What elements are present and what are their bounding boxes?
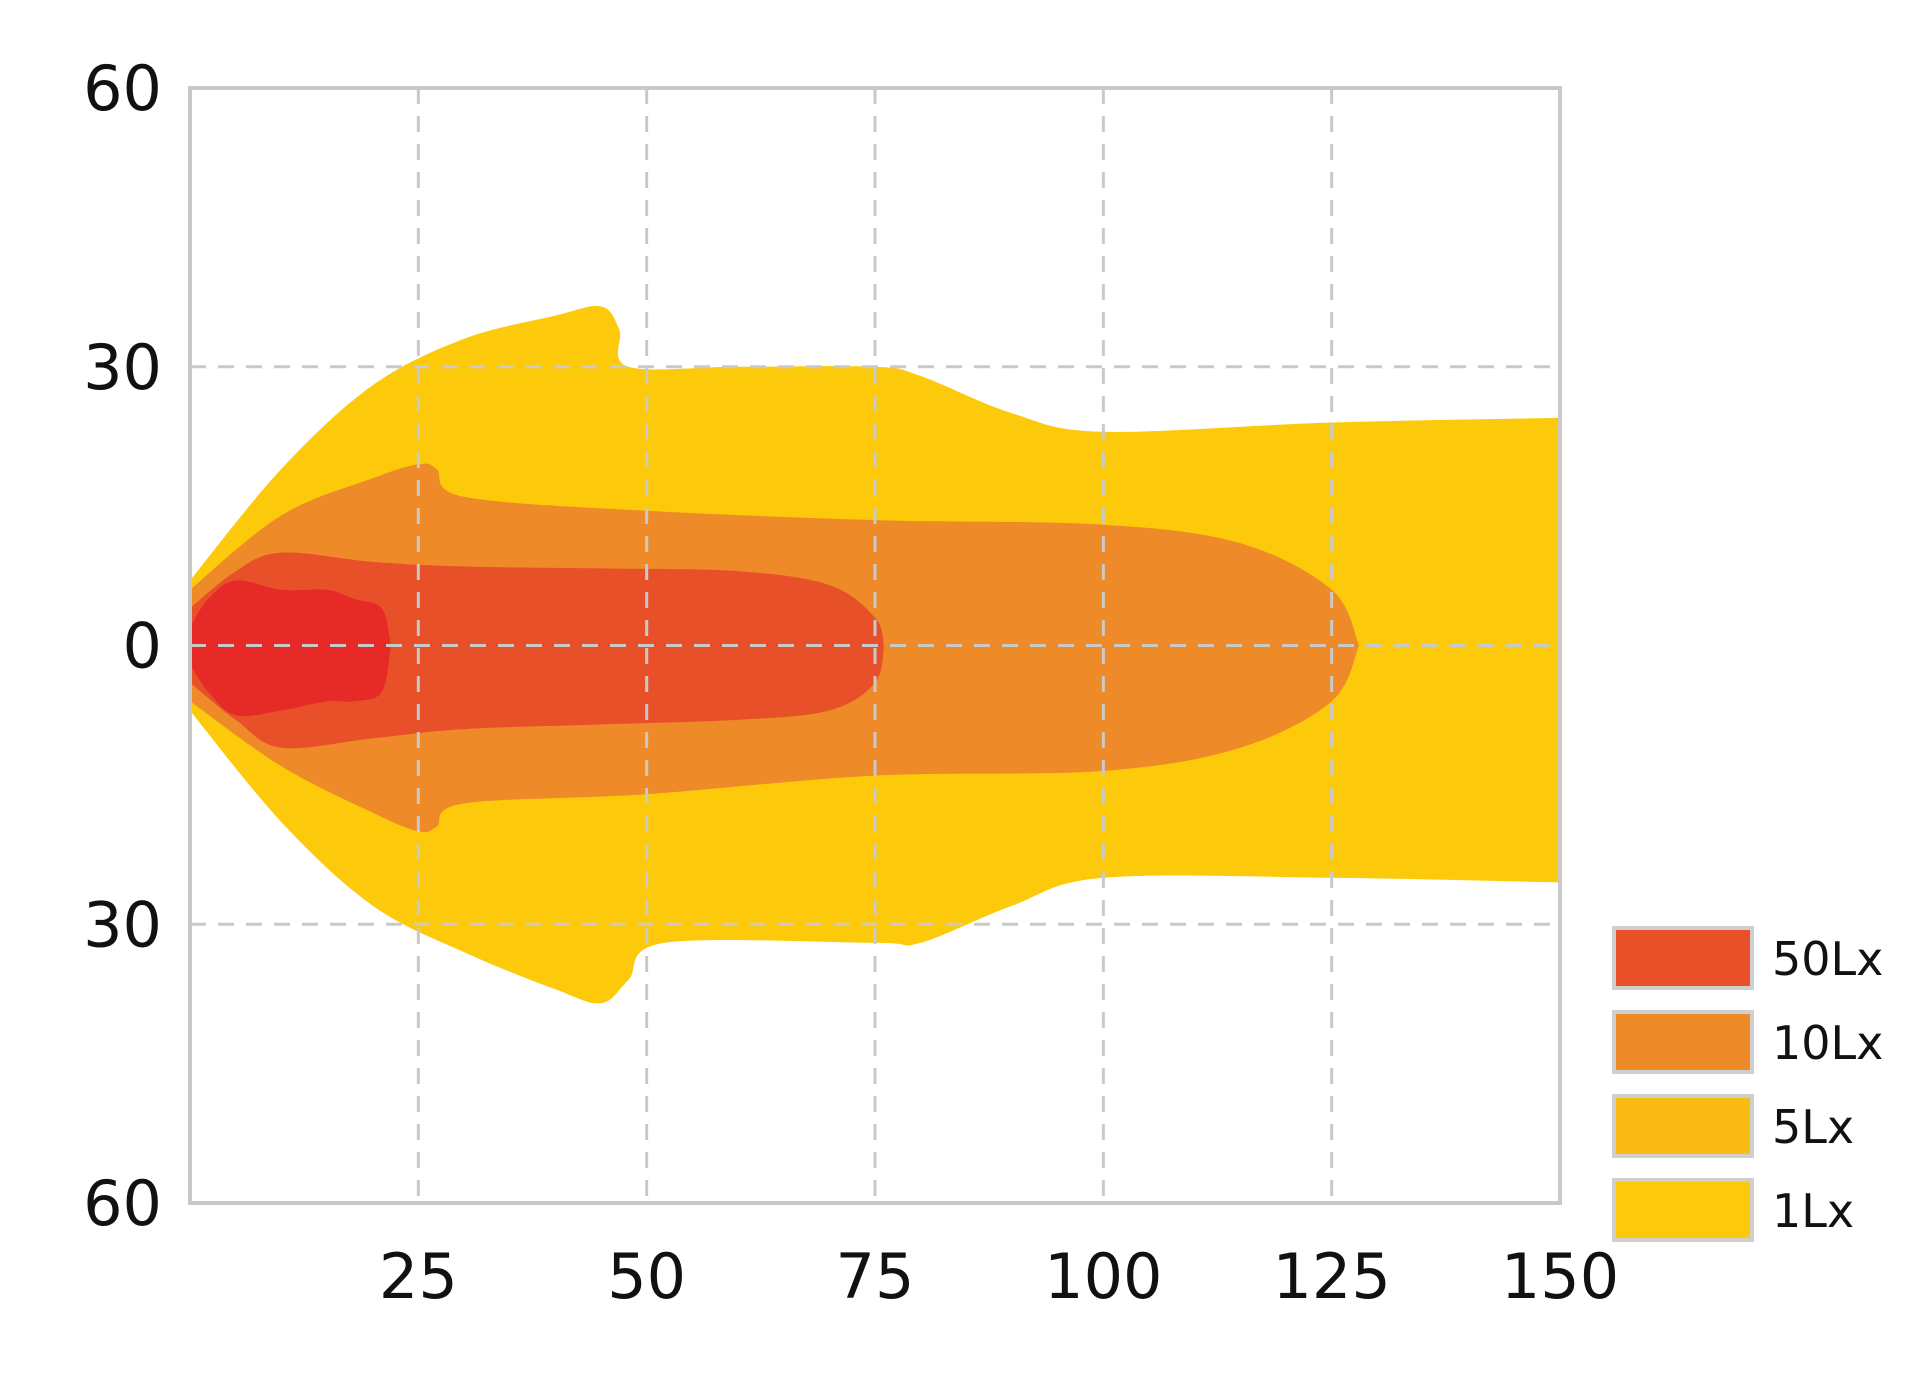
legend-label: 50Lx xyxy=(1772,932,1883,986)
region-core xyxy=(190,580,391,717)
x-tick-label: 150 xyxy=(1501,1240,1619,1313)
grid-lines xyxy=(190,88,1560,1203)
y-tick-label: 60 xyxy=(83,1167,162,1240)
legend-swatch xyxy=(1612,1178,1754,1242)
y-tick-label: 30 xyxy=(83,888,162,961)
y-tick-label: 60 xyxy=(83,52,162,125)
legend-swatch xyxy=(1612,1010,1754,1074)
legend-swatch xyxy=(1612,926,1754,990)
x-tick-label: 25 xyxy=(379,1240,458,1313)
x-tick-label: 50 xyxy=(607,1240,686,1313)
y-tick-label: 0 xyxy=(123,610,162,683)
x-tick-label: 125 xyxy=(1272,1240,1390,1313)
y-axis-ticks: 60 30 0 30 60 xyxy=(83,52,162,1240)
legend-swatch xyxy=(1612,1094,1754,1158)
legend-label: 10Lx xyxy=(1772,1016,1883,1070)
legend-label: 5Lx xyxy=(1772,1100,1854,1154)
x-tick-label: 75 xyxy=(836,1240,915,1313)
x-axis-ticks: 25 50 75 100 125 150 xyxy=(379,1240,1619,1313)
plot-frame xyxy=(188,86,1562,1205)
legend: 50Lx 10Lx 5Lx 1Lx xyxy=(1612,926,1883,1242)
y-tick-label: 30 xyxy=(83,331,162,404)
legend-label: 1Lx xyxy=(1772,1184,1854,1238)
x-tick-label: 100 xyxy=(1044,1240,1162,1313)
